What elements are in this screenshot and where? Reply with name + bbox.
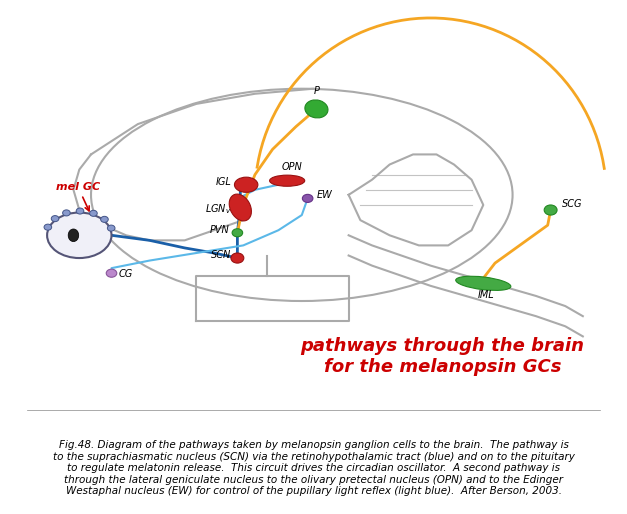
Ellipse shape: [63, 210, 70, 216]
Ellipse shape: [234, 177, 258, 192]
Text: OPN: OPN: [282, 161, 302, 172]
Text: EW: EW: [317, 190, 332, 200]
Ellipse shape: [90, 210, 97, 216]
Text: pathways through the brain
for the melanopsin GCs: pathways through the brain for the melan…: [300, 337, 584, 376]
Ellipse shape: [232, 229, 243, 237]
Text: SCG: SCG: [562, 199, 583, 210]
Text: mel GC: mel GC: [56, 182, 100, 211]
Ellipse shape: [101, 216, 108, 223]
Ellipse shape: [456, 276, 511, 290]
Text: Fig.48. Diagram of the pathways taken by melanopsin ganglion cells to the brain.: Fig.48. Diagram of the pathways taken by…: [53, 440, 574, 497]
Text: P: P: [314, 86, 319, 96]
Ellipse shape: [107, 225, 115, 231]
Ellipse shape: [44, 224, 51, 230]
Ellipse shape: [51, 215, 59, 222]
Ellipse shape: [229, 194, 251, 221]
Ellipse shape: [270, 175, 305, 186]
Text: LGN$_v$: LGN$_v$: [205, 203, 231, 216]
Text: PVN: PVN: [209, 225, 229, 235]
Text: SCN: SCN: [211, 250, 231, 260]
Text: IML: IML: [477, 290, 494, 301]
Ellipse shape: [68, 229, 79, 242]
Ellipse shape: [302, 194, 313, 203]
Ellipse shape: [231, 253, 244, 263]
Text: IGL: IGL: [216, 177, 231, 187]
Ellipse shape: [76, 208, 84, 214]
Ellipse shape: [305, 100, 328, 118]
Ellipse shape: [47, 213, 112, 258]
Text: CG: CG: [119, 269, 133, 279]
Ellipse shape: [106, 269, 117, 277]
Ellipse shape: [544, 205, 557, 215]
